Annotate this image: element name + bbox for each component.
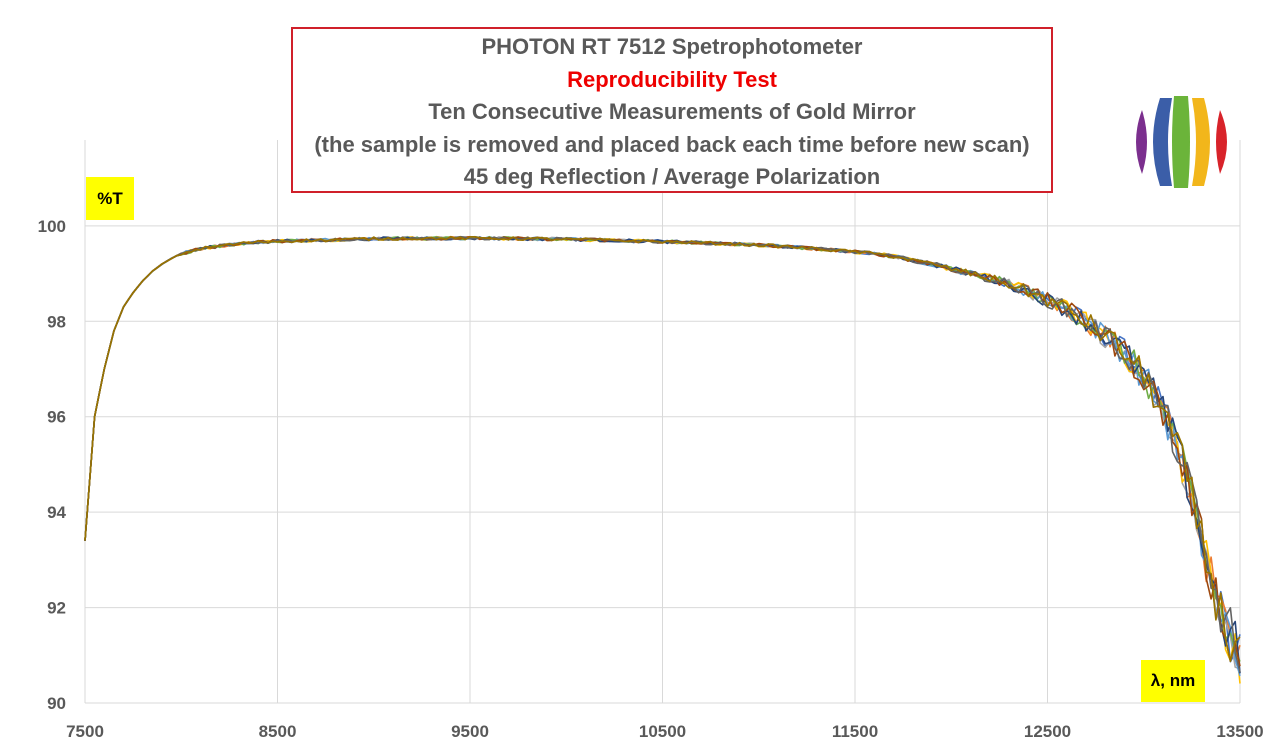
brand-logo-icon bbox=[1136, 96, 1227, 188]
x-tick-label: 11500 bbox=[832, 722, 878, 741]
y-tick-label: 98 bbox=[47, 312, 66, 331]
x-tick-label: 10500 bbox=[639, 722, 686, 741]
chart-grid bbox=[84, 140, 1241, 704]
logo-band-red bbox=[1216, 110, 1227, 174]
y-axis-ticks: 90 92 94 96 98 100 bbox=[38, 217, 67, 713]
logo-band-green bbox=[1172, 96, 1190, 188]
x-tick-label: 7500 bbox=[66, 722, 104, 741]
chart-subtitle: Reproducibility Test bbox=[567, 66, 777, 92]
x-tick-label: 13500 bbox=[1216, 722, 1263, 741]
chart-title: PHOTON RT 7512 Spetrophotometer bbox=[481, 34, 863, 59]
chart-note: (the sample is removed and placed back e… bbox=[314, 131, 1030, 157]
y-tick-label: 92 bbox=[47, 599, 66, 618]
x-axis-ticks: 7500 8500 9500 10500 11500 12500 13500 bbox=[66, 722, 1264, 741]
chart-conditions: 45 deg Reflection / Average Polarization bbox=[463, 164, 881, 189]
y-tick-label: 100 bbox=[38, 217, 66, 236]
x-tick-label: 9500 bbox=[451, 722, 489, 741]
chart-series-group bbox=[84, 235, 1241, 684]
series-line-9 bbox=[84, 235, 1241, 673]
chart-description: Ten Consecutive Measurements of Gold Mir… bbox=[428, 99, 916, 124]
logo-band-yellow bbox=[1192, 98, 1210, 186]
x-axis-label: λ, nm bbox=[1141, 660, 1205, 702]
series-line-10 bbox=[84, 235, 1241, 663]
y-tick-label: 90 bbox=[47, 694, 66, 713]
chart-title-box: PHOTON RT 7512 Spetrophotometer Reproduc… bbox=[291, 27, 1053, 193]
y-tick-label: 94 bbox=[47, 503, 66, 522]
x-tick-label: 12500 bbox=[1024, 722, 1071, 741]
logo-band-purple bbox=[1136, 110, 1147, 174]
y-tick-label: 96 bbox=[47, 408, 66, 427]
y-axis-label: %T bbox=[86, 177, 134, 220]
x-tick-label: 8500 bbox=[259, 722, 297, 741]
logo-band-blue bbox=[1153, 98, 1172, 186]
